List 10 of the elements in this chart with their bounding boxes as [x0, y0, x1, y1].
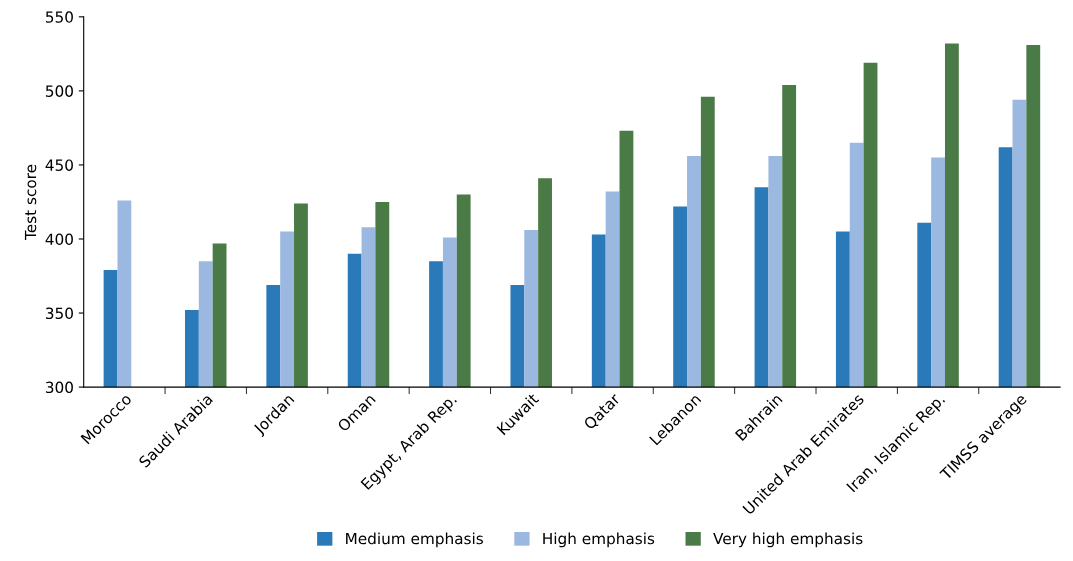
y-tick-label: 350 [45, 307, 73, 320]
y-tick-label: 450 [45, 159, 73, 171]
legend-label: Very high emphasis [713, 532, 863, 548]
y-tick-label: 550 [45, 11, 73, 23]
y-axis-title: Test score [24, 164, 37, 240]
y-tick-label: 300 [45, 381, 73, 394]
legend-label: High emphasis [543, 532, 655, 548]
y-tick-label: 500 [45, 85, 73, 97]
y-tick-label: 400 [45, 233, 73, 246]
legend-label: Medium emphasis [346, 532, 483, 548]
